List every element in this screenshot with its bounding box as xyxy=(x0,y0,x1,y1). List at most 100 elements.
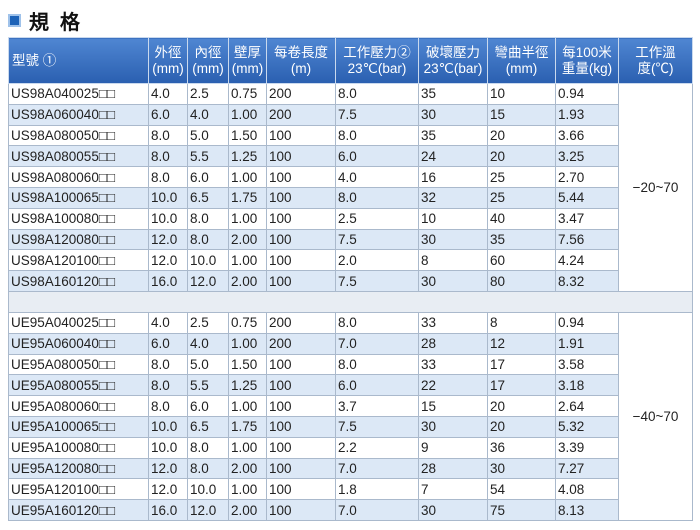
spec-table: 型號 ① 外徑 (mm) 內徑 (mm) 壁厚 (mm) 每卷長度 (m) 工作壓力② 2… xyxy=(8,37,693,521)
value-cell: 5.44 xyxy=(555,186,619,209)
value-cell: 100 xyxy=(266,207,336,230)
model-cell: UE95A100080□□ xyxy=(8,436,149,459)
value-cell: 6.0 xyxy=(335,145,419,168)
value-cell: 0.75 xyxy=(228,83,267,105)
value-cell: 8.0 xyxy=(187,228,229,251)
value-cell: 10.0 xyxy=(187,249,229,272)
value-cell: 30 xyxy=(418,499,488,521)
value-cell: 6.0 xyxy=(335,374,419,397)
data-row: US98A100065□□ 10.0 6.5 1.75 100 8.0 32 25 5.44 xyxy=(8,186,693,209)
data-row: UE95A160120□□ 16.0 12.0 2.00 100 7.0 30 75 8.13 xyxy=(8,499,693,521)
value-cell: 2.2 xyxy=(335,436,419,459)
value-cell: 75 xyxy=(487,499,556,521)
value-cell: 36 xyxy=(487,436,556,459)
value-cell: 1.50 xyxy=(228,353,267,376)
column-header: 彎曲半徑 (mm) xyxy=(487,37,556,84)
value-cell: 100 xyxy=(266,415,336,438)
model-cell: UE95A080060□□ xyxy=(8,395,149,417)
data-row: US98A080055□□ 8.0 5.5 1.25 100 6.0 24 20 3.25 xyxy=(8,145,693,168)
data-row: UE95A120100□□ 12.0 10.0 1.00 100 1.8 7 54 4.08 xyxy=(8,478,693,501)
value-cell: 12.0 xyxy=(148,228,188,251)
value-cell: 1.75 xyxy=(228,415,267,438)
data-row: UE95A080055□□ 8.0 5.5 1.25 100 6.0 22 17 3.18 xyxy=(8,374,693,397)
value-cell: 0.94 xyxy=(555,83,619,105)
header-row: 型號 ① 外徑 (mm) 內徑 (mm) 壁厚 (mm) 每卷長度 (m) 工作壓力② 2… xyxy=(8,37,693,84)
value-cell: 30 xyxy=(418,415,488,438)
data-row: UE95A080050□□ 8.0 5.0 1.50 100 8.0 33 17 3.58 xyxy=(8,353,693,376)
value-cell: 54 xyxy=(487,478,556,501)
data-row: UE95A080060□□ 8.0 6.0 1.00 100 3.7 15 20 2.64 xyxy=(8,395,693,417)
model-cell: UE95A080055□□ xyxy=(8,374,149,397)
value-cell: 7.0 xyxy=(335,457,419,480)
value-cell: 8 xyxy=(487,311,556,334)
value-cell: 100 xyxy=(266,353,336,376)
value-cell: 2.00 xyxy=(228,499,267,521)
value-cell: 4.0 xyxy=(187,332,229,355)
value-cell: 17 xyxy=(487,374,556,397)
value-cell: 1.00 xyxy=(228,332,267,355)
value-cell: 7.56 xyxy=(555,228,619,251)
value-cell: 6.5 xyxy=(187,186,229,209)
value-cell: 24 xyxy=(418,145,488,168)
value-cell: 8.0 xyxy=(148,145,188,168)
model-cell: US98A080060□□ xyxy=(8,166,149,188)
title-icon xyxy=(8,13,21,27)
table-body: US98A040025□□ 4.0 2.5 0.75 200 8.0 35 10 0.94 −20… xyxy=(8,83,693,521)
value-cell: 16 xyxy=(418,166,488,188)
column-header: 每100米 重量(kg) xyxy=(555,37,619,84)
value-cell: 3.47 xyxy=(555,207,619,230)
value-cell: 7 xyxy=(418,478,488,501)
value-cell: 3.25 xyxy=(555,145,619,168)
value-cell: 7.5 xyxy=(335,103,419,126)
value-cell: 2.00 xyxy=(228,457,267,480)
value-cell: 9 xyxy=(418,436,488,459)
value-cell: 1.00 xyxy=(228,103,267,126)
temperature-cell: −20~70 xyxy=(618,83,693,292)
value-cell: 8.0 xyxy=(335,124,419,147)
model-cell: UE95A100065□□ xyxy=(8,415,149,438)
data-row: US98A080050□□ 8.0 5.0 1.50 100 8.0 35 20 3.66 xyxy=(8,124,693,147)
column-header: 內徑 (mm) xyxy=(187,37,229,84)
column-header: 每卷長度 (m) xyxy=(266,37,336,84)
value-cell: 12.0 xyxy=(187,499,229,521)
value-cell: 40 xyxy=(487,207,556,230)
value-cell: 35 xyxy=(418,83,488,105)
value-cell: 25 xyxy=(487,166,556,188)
value-cell: 100 xyxy=(266,374,336,397)
value-cell: 6.5 xyxy=(187,415,229,438)
value-cell: 30 xyxy=(487,457,556,480)
separator-cell xyxy=(8,290,693,313)
value-cell: 5.32 xyxy=(555,415,619,438)
value-cell: 8.0 xyxy=(335,83,419,105)
value-cell: 7.0 xyxy=(335,499,419,521)
value-cell: 1.91 xyxy=(555,332,619,355)
value-cell: 100 xyxy=(266,186,336,209)
value-cell: 10.0 xyxy=(148,415,188,438)
value-cell: 28 xyxy=(418,332,488,355)
value-cell: 1.75 xyxy=(228,186,267,209)
value-cell: 0.94 xyxy=(555,311,619,334)
value-cell: 8.32 xyxy=(555,270,619,292)
value-cell: 12.0 xyxy=(148,457,188,480)
value-cell: 20 xyxy=(487,124,556,147)
value-cell: 30 xyxy=(418,228,488,251)
value-cell: 33 xyxy=(418,311,488,334)
value-cell: 35 xyxy=(418,124,488,147)
value-cell: 1.00 xyxy=(228,395,267,417)
value-cell: 3.7 xyxy=(335,395,419,417)
value-cell: 7.5 xyxy=(335,415,419,438)
value-cell: 2.64 xyxy=(555,395,619,417)
data-row: US98A100080□□ 10.0 8.0 1.00 100 2.5 10 40 3.47 xyxy=(8,207,693,230)
value-cell: 100 xyxy=(266,436,336,459)
value-cell: 16.0 xyxy=(148,270,188,292)
value-cell: 10.0 xyxy=(148,207,188,230)
value-cell: 1.50 xyxy=(228,124,267,147)
value-cell: 8.0 xyxy=(187,207,229,230)
value-cell: 4.0 xyxy=(148,311,188,334)
value-cell: 5.5 xyxy=(187,374,229,397)
value-cell: 3.58 xyxy=(555,353,619,376)
data-row: US98A080060□□ 8.0 6.0 1.00 100 4.0 16 25 2.70 xyxy=(8,166,693,188)
value-cell: 8.0 xyxy=(335,353,419,376)
data-row: UE95A120080□□ 12.0 8.0 2.00 100 7.0 28 30 7.27 xyxy=(8,457,693,480)
